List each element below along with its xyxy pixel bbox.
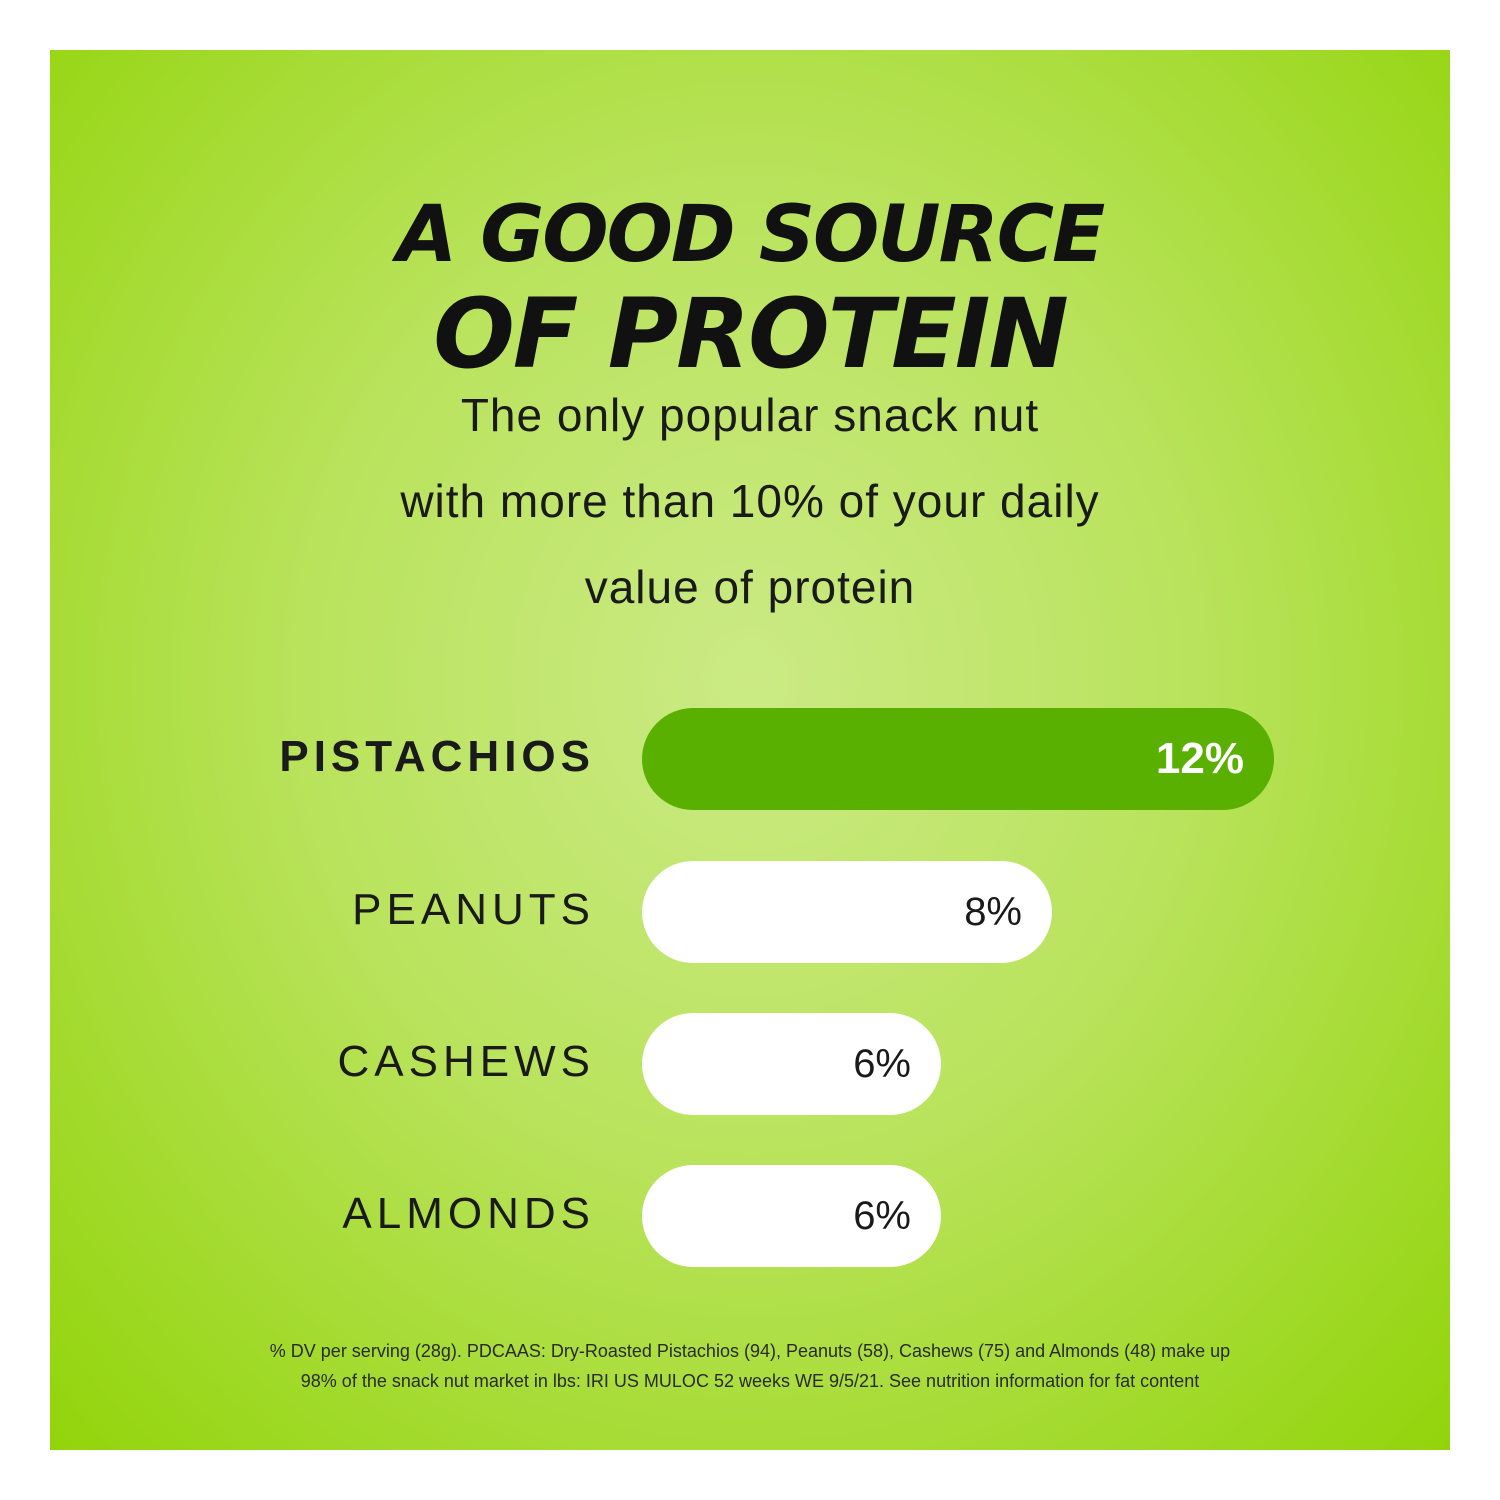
footnote-line-1: % DV per serving (28g). PDCAAS: Dry-Roas… xyxy=(269,1341,1231,1361)
bar: 6% xyxy=(642,1165,941,1267)
footnote-line-2: 98% of the snack nut market in lbs: IRI … xyxy=(300,1371,1200,1391)
bar: 6% xyxy=(642,1013,941,1115)
bar-value-label: 12% xyxy=(1155,734,1244,783)
bar-label: CASHEWS xyxy=(337,1037,595,1086)
bar-label: PISTACHIOS xyxy=(279,732,595,781)
bar: 12% xyxy=(642,708,1274,810)
footnote: % DV per serving (28g). PDCAAS: Dry-Roas… xyxy=(50,1336,1450,1396)
subtitle-line-3: value of protein xyxy=(584,561,916,613)
subtitle-line-1: The only popular snack nut xyxy=(460,389,1040,441)
bar-label: ALMONDS xyxy=(342,1189,595,1238)
subtitle-line-2: with more than 10% of your daily xyxy=(400,475,1100,527)
bar: 8% xyxy=(642,861,1052,963)
bar-label: PEANUTS xyxy=(352,885,595,934)
bar-value-label: 6% xyxy=(853,1042,911,1086)
title-line-1: A GOOD SOURCE xyxy=(396,190,1105,280)
bar-value-label: 6% xyxy=(853,1194,911,1238)
bar-value-label: 8% xyxy=(964,890,1022,934)
title-line-2: OF PROTEIN xyxy=(433,278,1069,390)
infographic-panel: A GOOD SOURCE OF PROTEIN The only popula… xyxy=(50,50,1450,1450)
